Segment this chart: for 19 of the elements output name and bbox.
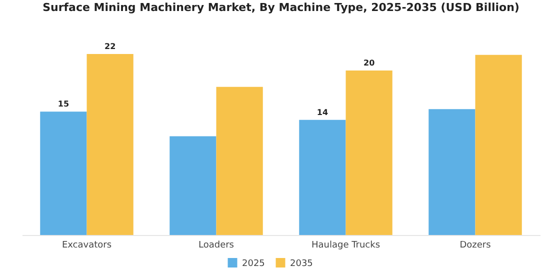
data-label: 22 bbox=[104, 42, 116, 51]
bar bbox=[346, 70, 392, 235]
bar bbox=[216, 86, 263, 235]
bar bbox=[428, 109, 476, 235]
bar bbox=[475, 54, 522, 235]
bar bbox=[40, 112, 87, 235]
chart-title: Surface Mining Machinery Market, By Machine Type, 2025-2035 (USD Billion) bbox=[42, 1, 520, 14]
bar bbox=[86, 54, 134, 235]
bar bbox=[299, 120, 346, 235]
legend-label: 2025 bbox=[242, 258, 265, 269]
data-label: 15 bbox=[58, 100, 70, 109]
legend-label: 2035 bbox=[290, 258, 313, 269]
x-tick-label: Haulage Trucks bbox=[311, 240, 380, 250]
x-tick-label: Excavators bbox=[62, 240, 112, 250]
data-label: 20 bbox=[363, 58, 376, 68]
x-tick-label: Loaders bbox=[198, 240, 234, 250]
bar bbox=[170, 136, 216, 235]
data-label: 14 bbox=[316, 108, 328, 117]
x-tick-label: Dozers bbox=[460, 240, 492, 250]
